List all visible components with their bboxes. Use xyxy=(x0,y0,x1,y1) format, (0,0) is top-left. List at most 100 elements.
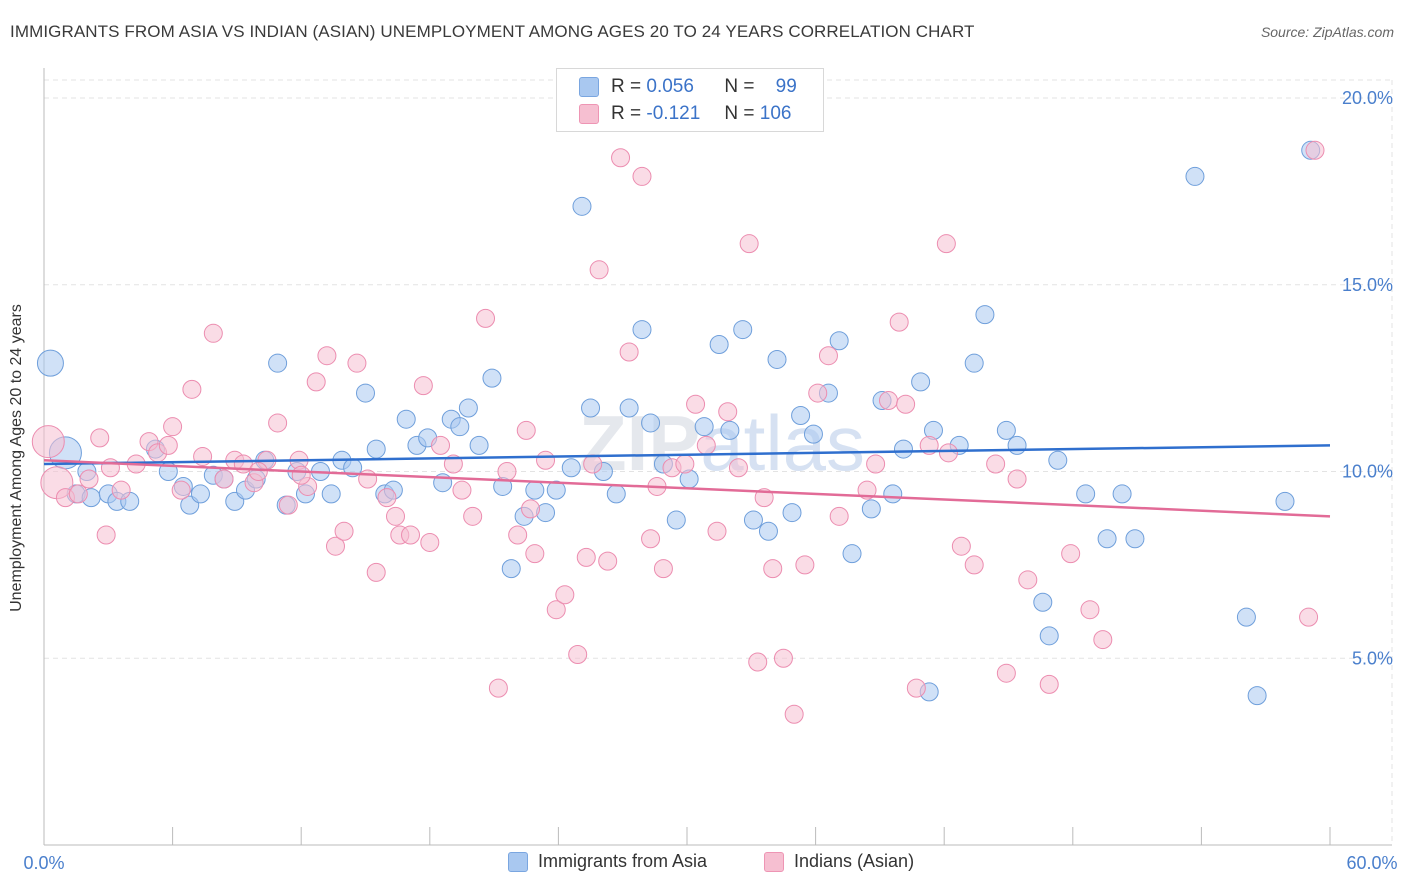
y-axis-label: Unemployment Among Ages 20 to 24 years xyxy=(8,304,25,612)
data-point xyxy=(31,425,65,459)
data-point xyxy=(878,391,898,411)
data-point xyxy=(718,402,738,422)
data-point xyxy=(829,331,849,351)
data-point xyxy=(866,454,886,474)
data-point xyxy=(758,521,778,541)
data-point xyxy=(803,424,823,444)
data-point xyxy=(420,532,440,552)
data-point xyxy=(632,166,652,186)
legend-r-value: -0.121 xyxy=(646,103,701,124)
data-point xyxy=(1018,570,1038,590)
data-point xyxy=(709,335,729,355)
data-point xyxy=(728,458,748,478)
legend-item-asia[interactable]: Immigrants from Asia xyxy=(508,851,707,872)
data-point xyxy=(1185,166,1205,186)
legend-n-value: 99 xyxy=(775,76,797,97)
data-point xyxy=(632,320,652,340)
data-point xyxy=(1076,484,1096,504)
data-point xyxy=(861,499,881,519)
data-point xyxy=(791,405,811,425)
data-point xyxy=(366,562,386,582)
data-point xyxy=(808,383,828,403)
data-point xyxy=(893,439,913,459)
data-point xyxy=(598,551,618,571)
data-point xyxy=(171,480,191,500)
series-legend: Immigrants from Asia Indians (Asian) xyxy=(0,851,1406,879)
data-point xyxy=(1061,544,1081,564)
data-point xyxy=(347,353,367,373)
data-point xyxy=(525,480,545,500)
data-point xyxy=(589,260,609,280)
legend-item-indian[interactable]: Indians (Asian) xyxy=(764,851,914,872)
data-point xyxy=(720,420,740,440)
y-tick-label: 5.0% xyxy=(1352,648,1393,668)
data-point xyxy=(366,439,386,459)
data-point xyxy=(641,413,661,433)
data-point xyxy=(653,559,673,579)
data-point xyxy=(321,484,341,504)
data-point xyxy=(1039,674,1059,694)
x-tick-label: 60.0% xyxy=(1346,853,1397,873)
data-point xyxy=(707,521,727,541)
data-point xyxy=(268,413,288,433)
data-point xyxy=(606,484,626,504)
data-point xyxy=(401,525,421,545)
data-point xyxy=(377,488,397,508)
data-point xyxy=(754,488,774,508)
data-point xyxy=(996,663,1016,683)
trend-line xyxy=(43,459,1331,518)
data-point xyxy=(334,521,354,541)
data-point xyxy=(568,645,588,665)
data-point xyxy=(675,454,695,474)
data-point xyxy=(268,353,288,373)
legend-r-value: 0.056 xyxy=(646,76,694,97)
data-point xyxy=(1033,592,1053,612)
data-point xyxy=(214,469,234,489)
chart-source: Source: ZipAtlas.com xyxy=(1260,24,1394,40)
data-point xyxy=(996,420,1016,440)
data-point xyxy=(111,480,131,500)
data-point xyxy=(1007,435,1027,455)
legend-row-indian: R = -0.121 N = 106 xyxy=(579,101,791,127)
tick-labels: 5.0% 10.0% 15.0% 20.0% 0.0% 60.0% xyxy=(23,88,1397,873)
data-point xyxy=(190,484,210,504)
legend-n-value: 106 xyxy=(759,103,792,124)
data-point xyxy=(795,555,815,575)
data-point xyxy=(317,346,337,366)
data-point xyxy=(641,529,661,549)
data-point xyxy=(356,383,375,403)
correlation-legend: R = 0.056 N = 99 R = -0.121 N = 106 xyxy=(556,68,824,132)
data-point xyxy=(666,510,686,530)
data-point xyxy=(248,462,268,481)
data-point xyxy=(686,394,706,414)
data-point xyxy=(546,600,566,620)
data-point xyxy=(1125,529,1145,549)
data-point xyxy=(525,544,545,564)
data-point xyxy=(278,495,298,515)
data-point xyxy=(986,454,1006,474)
data-point xyxy=(508,525,528,545)
data-point xyxy=(951,536,971,556)
data-point xyxy=(182,379,202,399)
data-point xyxy=(883,484,903,504)
data-point xyxy=(79,469,99,489)
legend-swatch-indian xyxy=(764,851,784,872)
data-point xyxy=(452,480,472,500)
legend-label-asia: Immigrants from Asia xyxy=(538,851,708,871)
data-point xyxy=(1048,450,1068,470)
data-point xyxy=(739,234,759,254)
data-point xyxy=(163,417,183,437)
trend-line xyxy=(43,444,1331,466)
y-tick-label: 15.0% xyxy=(1342,275,1393,295)
data-point xyxy=(889,312,909,332)
data-point xyxy=(1080,600,1100,620)
data-point xyxy=(68,484,88,504)
data-point xyxy=(694,417,714,437)
legend-swatch-asia xyxy=(508,851,528,872)
watermark: ZIPatlas xyxy=(579,399,865,487)
legend-r-label: R = xyxy=(611,103,642,124)
x-tick-label: 0.0% xyxy=(23,853,64,873)
data-point xyxy=(36,349,64,377)
y-tick-label: 10.0% xyxy=(1342,462,1393,482)
